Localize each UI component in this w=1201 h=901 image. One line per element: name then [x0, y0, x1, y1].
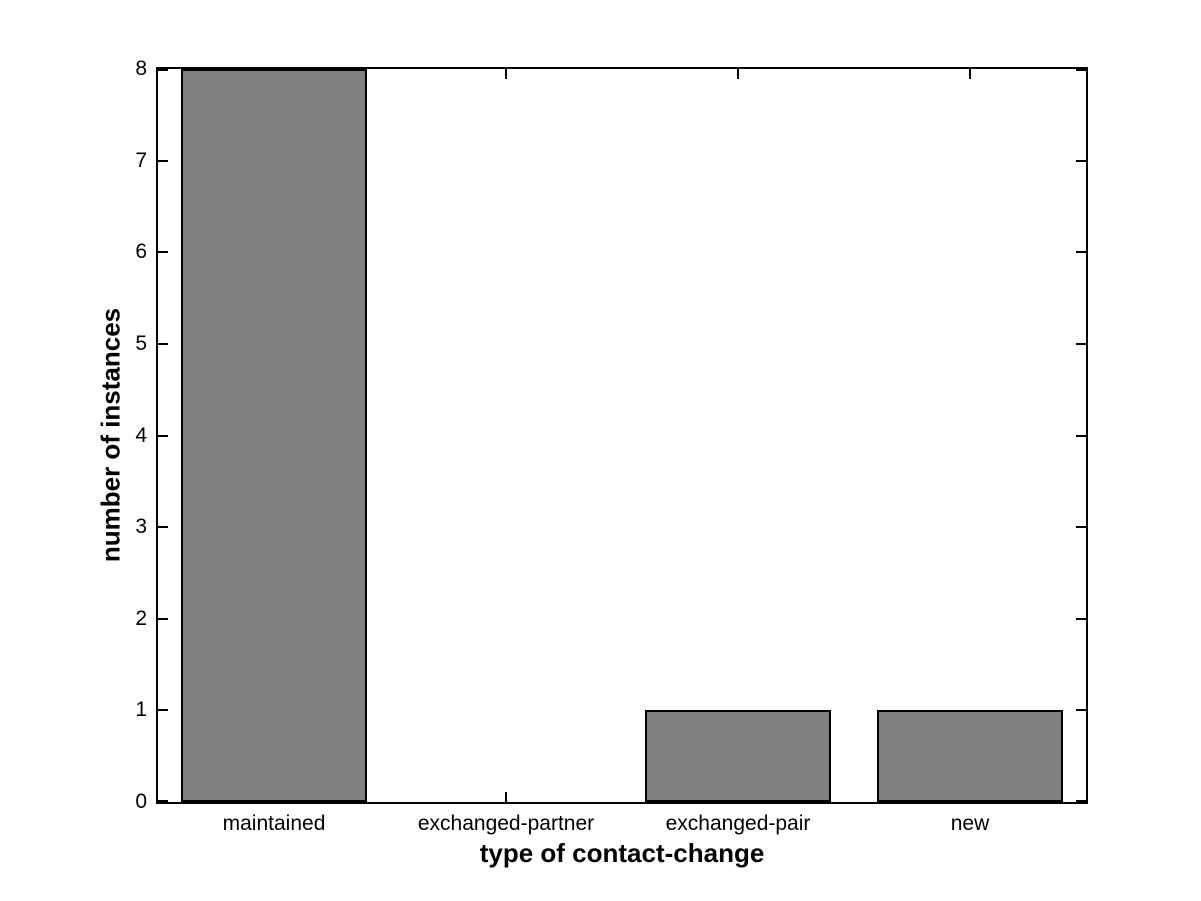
y-tick-label: 4 — [135, 423, 147, 447]
tick-mark — [969, 69, 971, 79]
y-tick-label: 1 — [135, 698, 147, 722]
tick-mark — [158, 69, 168, 71]
tick-mark — [1076, 159, 1086, 162]
y-tick-label: 8 — [135, 57, 147, 80]
bar-exchanged-pair — [645, 710, 831, 802]
x-tick-label: new — [950, 812, 990, 835]
tick-mark — [1076, 69, 1086, 71]
tick-mark — [158, 159, 168, 162]
tick-mark — [1076, 800, 1086, 802]
y-tick-label: 6 — [135, 240, 147, 264]
tick-mark — [158, 526, 168, 529]
tick-mark — [158, 709, 168, 712]
tick-mark — [1076, 342, 1086, 345]
bar-new — [877, 710, 1063, 802]
plot-area — [156, 67, 1088, 804]
tick-mark — [158, 800, 168, 802]
y-tick-label: 0 — [135, 790, 147, 813]
tick-mark — [158, 434, 168, 437]
tick-mark — [158, 617, 168, 620]
y-tick-label: 7 — [135, 148, 147, 172]
y-tick-label: 2 — [135, 606, 147, 630]
tick-mark — [505, 69, 507, 79]
tick-mark — [1076, 434, 1086, 437]
y-tick-label: 5 — [135, 331, 147, 355]
tick-mark — [1076, 617, 1086, 620]
y-tick-label: 3 — [135, 515, 147, 539]
tick-mark — [1076, 526, 1086, 529]
x-tick-label: exchanged-pair — [665, 812, 811, 835]
tick-mark — [158, 342, 168, 345]
x-tick-label: exchanged-partner — [417, 812, 595, 835]
bar-maintained — [181, 69, 367, 802]
x-tick-label: maintained — [222, 812, 326, 835]
tick-mark — [1076, 709, 1086, 712]
tick-mark — [737, 69, 739, 79]
tick-mark — [158, 251, 168, 254]
tick-mark — [1076, 251, 1086, 254]
bars-layer — [158, 69, 1086, 802]
x-axis-label: type of contact-change — [479, 838, 765, 868]
tick-mark — [505, 792, 507, 802]
